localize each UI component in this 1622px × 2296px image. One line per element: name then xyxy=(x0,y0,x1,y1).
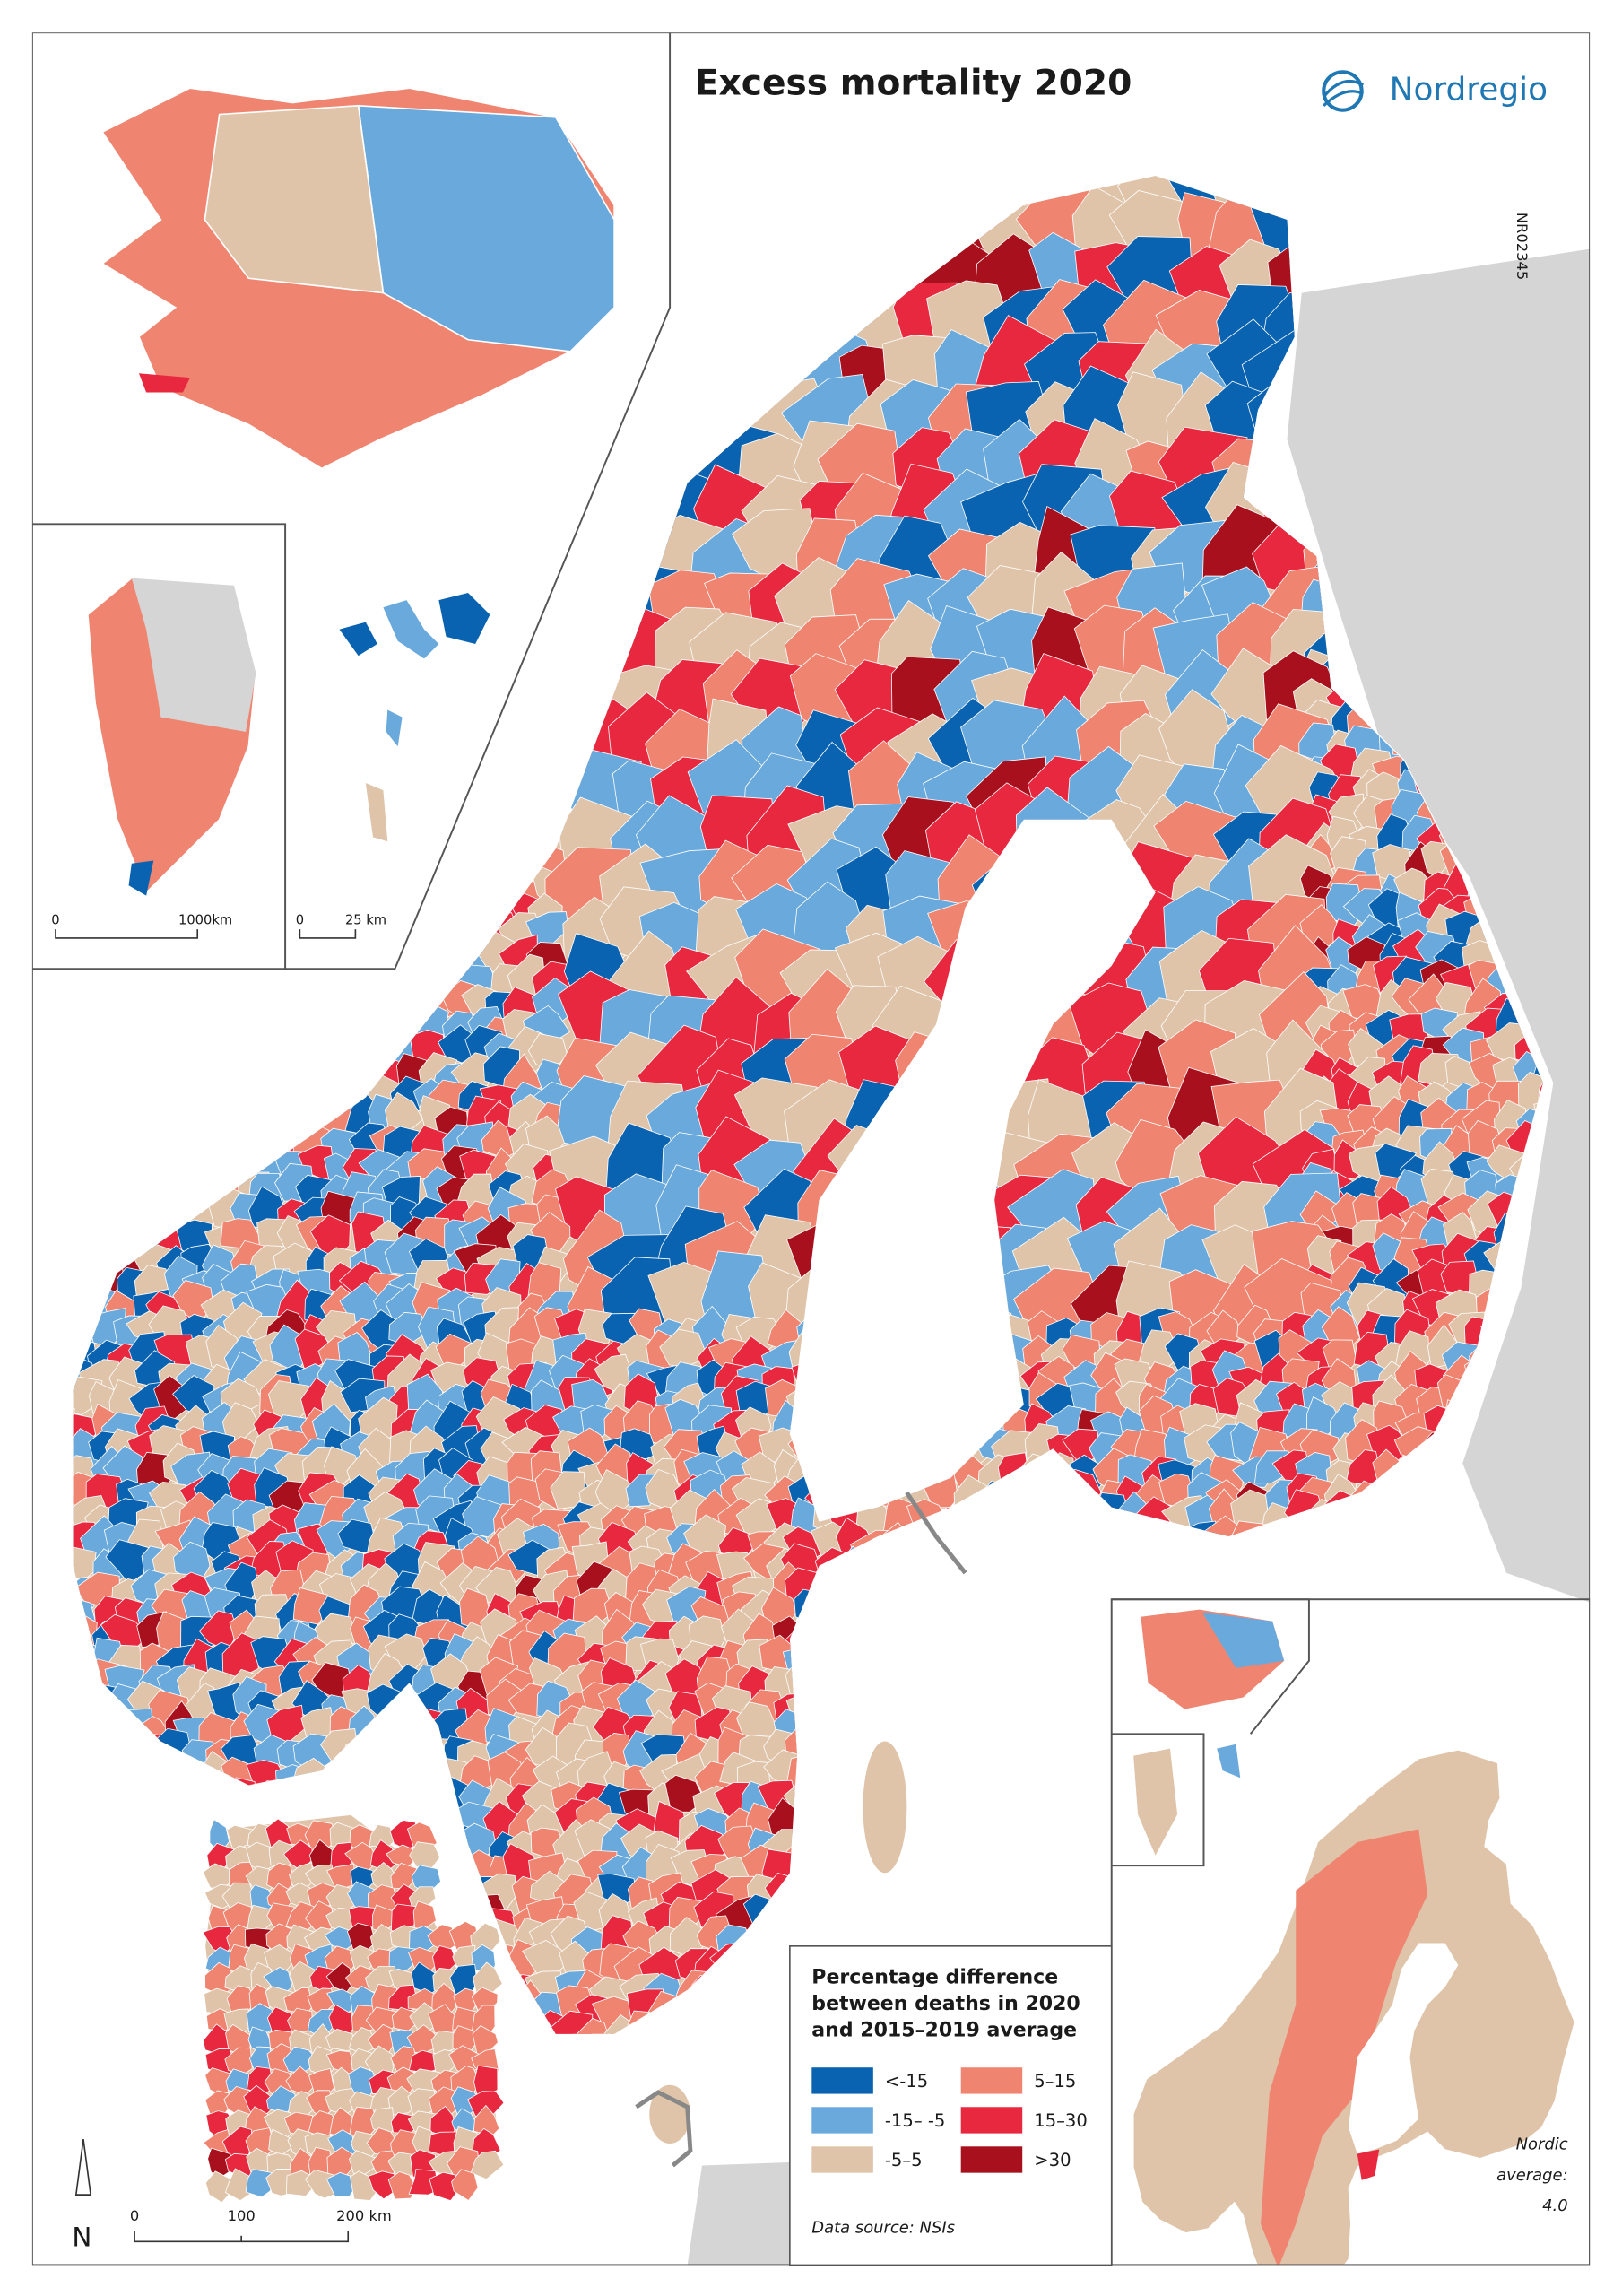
legend-label: -15– -5 xyxy=(885,2110,945,2131)
municipality xyxy=(473,2065,499,2095)
scale-label: 0 xyxy=(296,912,304,927)
nordic-average-value: 4.0 xyxy=(1542,2196,1568,2215)
legend-label: 5–15 xyxy=(1034,2071,1076,2092)
scale-label: 0 xyxy=(130,2207,139,2224)
legend-label: -5–5 xyxy=(885,2150,923,2170)
legend-swatch xyxy=(811,2067,873,2094)
scale-label: 200 km xyxy=(336,2207,392,2224)
legend-title: between deaths in 2020 xyxy=(811,1993,1080,2015)
legend-swatch xyxy=(811,2146,873,2173)
municipality xyxy=(1537,1074,1543,1118)
legend-swatch xyxy=(960,2146,1023,2173)
scale-label: 100 xyxy=(228,2207,256,2224)
north-label: N xyxy=(72,2222,91,2253)
legend-label: 15–30 xyxy=(1034,2110,1088,2131)
legend-swatch xyxy=(960,2067,1023,2094)
legend-title: Percentage difference xyxy=(811,1967,1058,1989)
neighbour-land xyxy=(1287,248,1591,1603)
legend-label: >30 xyxy=(1034,2150,1071,2170)
nordic-average-label: average: xyxy=(1496,2166,1567,2185)
scale-label: 1000km xyxy=(178,912,232,927)
gotland xyxy=(863,1741,907,1874)
brand: Nordregio xyxy=(1390,71,1548,108)
scale-label: 25 km xyxy=(345,912,386,927)
data-source: Data source: NSIs xyxy=(811,2219,955,2238)
nordic-average-label: Nordic xyxy=(1516,2135,1568,2154)
legend-title: and 2015–2019 average xyxy=(811,2019,1077,2041)
legend-swatch xyxy=(960,2107,1023,2134)
scale-label: 0 xyxy=(51,912,59,927)
map-title: Excess mortality 2020 xyxy=(695,63,1132,103)
legend-swatch xyxy=(811,2107,873,2134)
map-id: NR02345 xyxy=(1514,213,1531,280)
legend-label: <-15 xyxy=(885,2071,928,2092)
